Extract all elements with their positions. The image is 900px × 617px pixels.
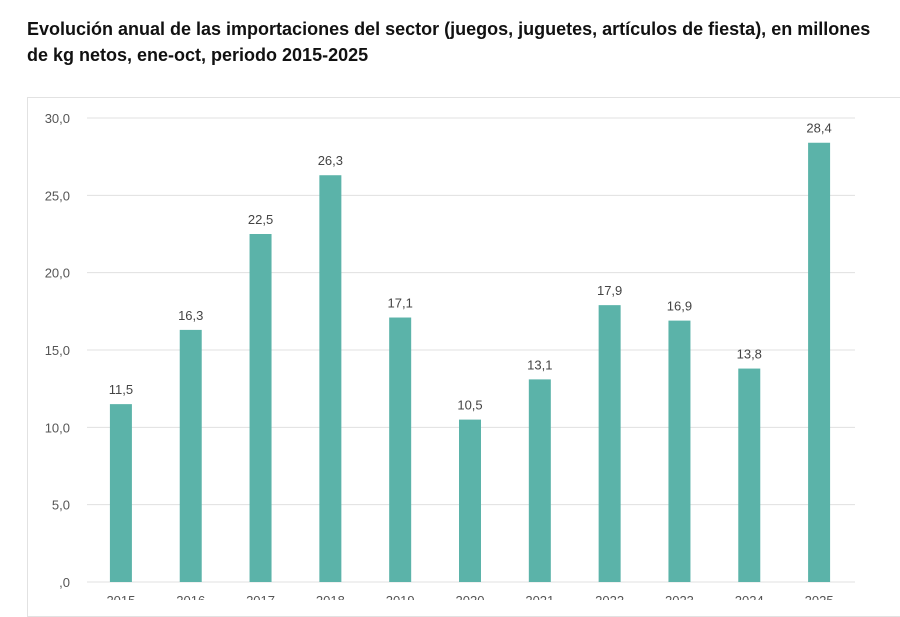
bar-2025: [808, 142, 831, 582]
y-tick-label: 5,0: [52, 498, 70, 513]
bar-2019: [389, 317, 412, 582]
bar-2021: [528, 379, 551, 582]
y-tick-label: 25,0: [45, 188, 70, 203]
data-label: 17,9: [597, 283, 622, 298]
data-label: 17,1: [388, 296, 413, 311]
data-label: 28,4: [806, 121, 831, 136]
bar-2023: [668, 320, 691, 582]
x-tick-label: 2019: [386, 593, 415, 600]
data-label: 10,5: [457, 398, 482, 413]
x-tick-label: 2025: [805, 593, 834, 600]
x-tick-label: 2015: [106, 593, 135, 600]
x-tick-label: 2024: [735, 593, 764, 600]
data-label: 16,9: [667, 299, 692, 314]
data-label: 11,5: [109, 382, 133, 397]
x-tick-label: 2020: [456, 593, 485, 600]
x-tick-label: 2022: [595, 593, 624, 600]
data-label: 13,1: [527, 357, 552, 372]
x-tick-label: 2018: [316, 593, 345, 600]
y-tick-label: ,0: [59, 575, 70, 590]
chart-title: Evolución anual de las importaciones del…: [27, 19, 871, 65]
y-tick-label: 10,0: [45, 420, 70, 435]
bar-2022: [598, 305, 621, 582]
bar-2024: [738, 368, 761, 582]
bar-2020: [459, 419, 481, 582]
x-tick-label: 2023: [665, 593, 694, 600]
bar-chart: ,0 5,0 10,0 15,0 20,0 25,0 30,0 11,5 2015 16,3 201…: [45, 111, 855, 600]
data-label: 16,3: [178, 308, 203, 323]
bar-2017: [249, 234, 272, 582]
y-tick-label: 15,0: [45, 343, 70, 358]
y-tick-label: 30,0: [45, 111, 70, 126]
x-tick-label: 2016: [176, 593, 205, 600]
data-label: 22,5: [248, 212, 273, 227]
data-label: 13,8: [737, 347, 762, 362]
data-label: 26,3: [318, 153, 343, 168]
bar-2015: [109, 404, 132, 582]
bar-2016: [179, 329, 202, 582]
x-tick-label: 2017: [246, 593, 275, 600]
y-tick-label: 20,0: [45, 266, 70, 281]
x-tick-label: 2021: [525, 593, 554, 600]
bar-2018: [319, 175, 342, 582]
